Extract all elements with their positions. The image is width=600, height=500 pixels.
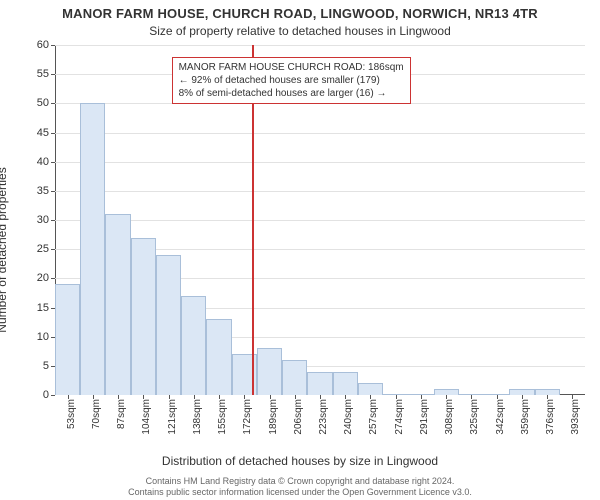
xtick-label: 70sqm xyxy=(91,399,102,429)
bar xyxy=(383,394,408,395)
xtick-label: 342sqm xyxy=(495,399,506,435)
xtick-label: 376sqm xyxy=(545,399,556,435)
ytick-label: 5 xyxy=(43,360,49,372)
xtick-label: 172sqm xyxy=(242,399,253,435)
bar xyxy=(408,394,433,395)
xtick-label: 325sqm xyxy=(469,399,480,435)
plot-area: MANOR FARM HOUSE CHURCH ROAD: 186sqm ← 9… xyxy=(55,45,585,395)
xtick-label: 359sqm xyxy=(520,399,531,435)
xtick-label: 87sqm xyxy=(116,399,127,429)
ytick-label: 45 xyxy=(37,127,49,139)
attribution-text: Contains HM Land Registry data © Crown c… xyxy=(0,476,600,499)
annotation-box: MANOR FARM HOUSE CHURCH ROAD: 186sqm ← 9… xyxy=(172,57,411,104)
xtick-label: 274sqm xyxy=(394,399,405,435)
ytick-mark xyxy=(51,395,55,396)
xtick-label: 189sqm xyxy=(268,399,279,435)
bar xyxy=(80,103,105,395)
xtick-label: 138sqm xyxy=(192,399,203,435)
xtick-label: 223sqm xyxy=(318,399,329,435)
bar xyxy=(434,389,459,395)
ytick-label: 0 xyxy=(43,389,49,401)
bar xyxy=(282,360,307,395)
xtick-label: 291sqm xyxy=(419,399,430,435)
xtick-label: 53sqm xyxy=(66,399,77,429)
ytick-label: 25 xyxy=(37,243,49,255)
ytick-label: 50 xyxy=(37,97,49,109)
annotation-line-2: ← 92% of detached houses are smaller (17… xyxy=(179,74,404,87)
bar xyxy=(509,389,534,395)
ytick-label: 60 xyxy=(37,39,49,51)
x-axis-label: Distribution of detached houses by size … xyxy=(0,454,600,468)
bar xyxy=(55,284,80,395)
xtick-label: 121sqm xyxy=(167,399,178,435)
xtick-label: 155sqm xyxy=(217,399,228,435)
ytick-label: 15 xyxy=(37,302,49,314)
annotation-line-3: 8% of semi-detached houses are larger (1… xyxy=(179,87,404,100)
bar xyxy=(307,372,332,395)
bar xyxy=(358,383,383,395)
ytick-label: 30 xyxy=(37,214,49,226)
bar xyxy=(131,238,156,396)
chart-title-main: MANOR FARM HOUSE, CHURCH ROAD, LINGWOOD,… xyxy=(0,6,600,21)
attribution-line-1: Contains HM Land Registry data © Crown c… xyxy=(0,476,600,487)
bar xyxy=(181,296,206,395)
bar xyxy=(535,389,560,395)
ytick-label: 10 xyxy=(37,331,49,343)
ytick-label: 35 xyxy=(37,185,49,197)
bar xyxy=(257,348,282,395)
bar xyxy=(333,372,358,395)
ytick-label: 55 xyxy=(37,68,49,80)
y-axis-label: Number of detached properties xyxy=(0,85,9,250)
ytick-label: 40 xyxy=(37,156,49,168)
bar xyxy=(156,255,181,395)
annotation-line-1: MANOR FARM HOUSE CHURCH ROAD: 186sqm xyxy=(179,61,404,74)
xtick-label: 257sqm xyxy=(368,399,379,435)
bar xyxy=(206,319,231,395)
bar xyxy=(484,394,509,395)
chart-frame: { "chart": { "type": "histogram", "title… xyxy=(0,0,600,500)
xtick-label: 240sqm xyxy=(343,399,354,435)
chart-title-sub: Size of property relative to detached ho… xyxy=(0,24,600,38)
xtick-label: 206sqm xyxy=(293,399,304,435)
bar xyxy=(105,214,130,395)
attribution-line-2: Contains public sector information licen… xyxy=(0,487,600,498)
xtick-label: 308sqm xyxy=(444,399,455,435)
ytick-label: 20 xyxy=(37,272,49,284)
xtick-label: 104sqm xyxy=(141,399,152,435)
bar xyxy=(459,394,484,395)
xtick-label: 393sqm xyxy=(570,399,581,435)
